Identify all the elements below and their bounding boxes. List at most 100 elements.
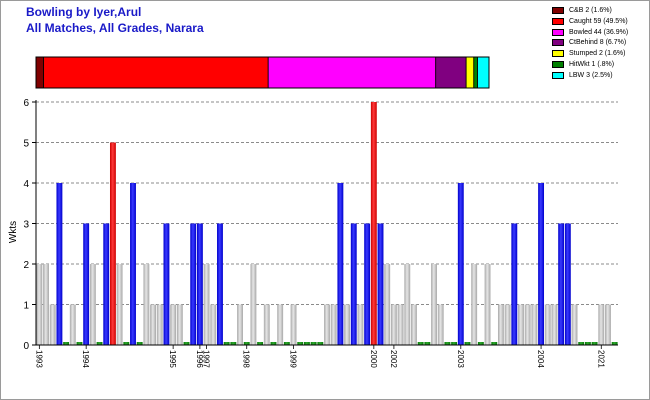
bar (176, 304, 183, 345)
bar (357, 304, 364, 345)
title-line-2: All Matches, All Grades, Narara (26, 21, 204, 35)
bar (471, 264, 478, 345)
stack-segment-cb (35, 56, 45, 89)
x-tick-label: 2004 (536, 350, 545, 368)
bar (571, 304, 578, 345)
bar (390, 304, 397, 345)
bar (283, 342, 290, 345)
bar (431, 264, 437, 345)
bar (364, 223, 371, 345)
bar (43, 264, 49, 345)
bar (303, 342, 310, 345)
legend-label: LBW 3 (2.5%) (569, 71, 613, 79)
bar (370, 102, 377, 345)
x-tick-label: 2000 (369, 350, 378, 368)
y-tick-label: 5 (23, 139, 29, 150)
bar (163, 223, 170, 345)
bar (511, 223, 518, 345)
legend-label: HitWkt 1 (.8%) (569, 60, 615, 68)
bar (243, 342, 250, 345)
bar (170, 304, 177, 345)
legend-swatch (552, 60, 564, 68)
bar (350, 223, 357, 345)
bar (497, 304, 504, 345)
bar (578, 342, 585, 345)
bar (377, 223, 384, 345)
bar (183, 342, 190, 345)
y-tick-label: 3 (23, 220, 29, 231)
x-tick-label: 1996 (195, 350, 204, 368)
bar (109, 142, 116, 345)
bar (263, 304, 270, 345)
x-tick-label: 1998 (242, 350, 251, 368)
bar (63, 342, 70, 345)
y-tick-label: 2 (23, 260, 29, 271)
x-tick-label: 2003 (456, 350, 465, 368)
y-tick-label: 0 (23, 341, 29, 352)
dismissal-stacked-bar (35, 56, 490, 89)
legend-label: C&B 2 (1.6%) (569, 7, 612, 14)
legend-swatch (552, 50, 564, 58)
legend-item-stumped: Stumped 2 (1.6%) (552, 49, 648, 60)
x-tick-label: 2002 (389, 350, 398, 368)
chart-title: Bowling by Iyer,Arul All Matches, All Gr… (26, 4, 204, 36)
bar (531, 304, 538, 345)
bar (404, 264, 411, 345)
bar (116, 264, 123, 345)
bar (598, 304, 605, 345)
title-line-1: Bowling by Iyer,Arul (26, 5, 142, 19)
bar (223, 342, 230, 345)
bar (518, 304, 524, 345)
legend-swatch (552, 28, 564, 36)
bar (277, 304, 284, 345)
bar (464, 342, 471, 345)
bar (76, 342, 83, 345)
stack-segment-caught (43, 56, 269, 89)
bar (257, 342, 264, 345)
legend-item-cb: C&B 2 (1.6%) (552, 6, 648, 17)
bar (591, 342, 598, 345)
wicket-bars (36, 102, 618, 345)
bar (344, 304, 351, 345)
stack-segment-ctbehind (435, 56, 467, 89)
bar (136, 342, 143, 345)
stack-segment-stumped (465, 56, 475, 89)
bar (457, 183, 464, 345)
legend-label: Bowled 44 (36.9%) (569, 28, 629, 36)
bar (89, 264, 96, 345)
y-tick-label: 1 (23, 301, 29, 312)
legend-swatch (552, 39, 564, 47)
bar (538, 183, 545, 345)
bar (584, 342, 591, 345)
bar (69, 304, 76, 345)
stack-segment-hitwkt (473, 56, 478, 89)
bar (451, 342, 458, 345)
legend-swatch (552, 71, 564, 79)
stack-segment-lbw (477, 56, 490, 89)
bar (56, 183, 63, 345)
bar (551, 304, 558, 345)
stack-segment-bowled (267, 56, 437, 89)
bar (103, 223, 110, 345)
bar (250, 264, 257, 345)
legend-item-ctbehind: CtBehind 8 (6.7%) (552, 38, 648, 49)
bar (150, 304, 157, 345)
bar (210, 304, 217, 345)
x-tick-label: 1993 (34, 350, 43, 368)
bar (444, 342, 451, 345)
bar (270, 342, 277, 345)
x-tick-label: 2021 (596, 350, 605, 368)
y-tick-label: 4 (23, 179, 29, 190)
bar (203, 264, 210, 345)
bar (491, 342, 498, 345)
legend-label: CtBehind 8 (6.7%) (569, 39, 627, 47)
bar (297, 342, 304, 345)
legend-item-hitwkt: HitWkt 1 (.8%) (552, 60, 648, 71)
y-tick-label: 6 (23, 98, 29, 109)
bar (558, 223, 565, 345)
bar (143, 264, 150, 345)
bar (96, 342, 103, 345)
bar (324, 304, 330, 345)
